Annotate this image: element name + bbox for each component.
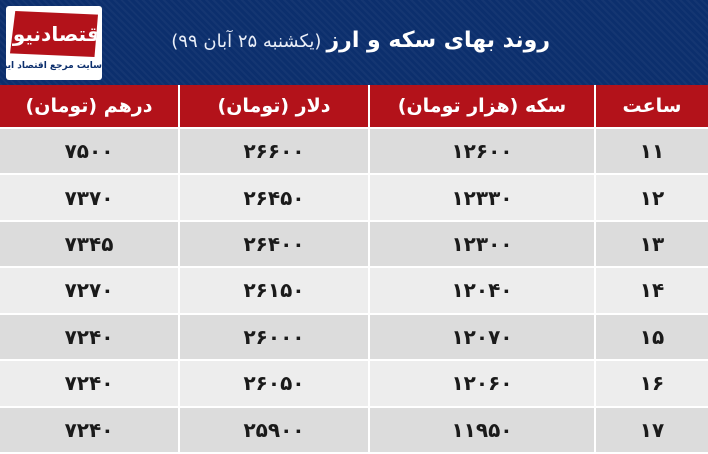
- header-dirham: درهم (تومان): [0, 85, 180, 129]
- cell-dirham: ۷۳۷۰: [0, 175, 180, 222]
- brand-logo: اقتصادنیوز سایت مرجع اقتصاد ایران: [0, 6, 102, 80]
- cell-hour: ۱۶: [596, 361, 708, 408]
- logo-wordmark: اقتصادنیوز: [10, 11, 98, 57]
- cell-hour: ۱۷: [596, 407, 708, 454]
- cell-hour: ۱۳: [596, 221, 708, 269]
- cell-coin: ۱۲۰۴۰: [370, 268, 596, 315]
- cell-dirham: ۷۵۰۰: [0, 129, 180, 176]
- page-title: روند بهای سکه و ارز (یکشنبه ۲۵ آبان ۹۹): [130, 28, 550, 53]
- cell-dirham: ۷۲۷۰: [0, 268, 180, 315]
- title-date: (یکشنبه ۲۵ آبان ۹۹): [171, 31, 322, 52]
- title-main: روند بهای سکه و ارز: [326, 28, 550, 53]
- cell-dirham: ۷۲۴۰: [0, 361, 180, 408]
- cell-hour: ۱۴: [596, 268, 708, 315]
- cell-hour: ۱۵: [596, 314, 708, 362]
- cell-coin: ۱۲۳۰۰: [370, 221, 596, 269]
- header-dollar: دلار (تومان): [180, 85, 370, 129]
- cell-dollar: ۲۶۰۰۰: [180, 314, 370, 362]
- cell-coin: ۱۲۰۷۰: [370, 314, 596, 362]
- header-hour: ساعت: [596, 85, 708, 129]
- cell-dollar: ۲۶۴۰۰: [180, 221, 370, 269]
- cell-dirham: ۷۳۴۵: [0, 221, 180, 269]
- cell-dollar: ۲۶۰۵۰: [180, 361, 370, 408]
- logo-tagline: سایت مرجع اقتصاد ایران: [0, 61, 102, 71]
- cell-coin: ۱۲۰۶۰: [370, 361, 596, 408]
- cell-hour: ۱۲: [596, 175, 708, 222]
- cell-coin: ۱۱۹۵۰: [370, 407, 596, 454]
- title-bar: روند بهای سکه و ارز (یکشنبه ۲۵ آبان ۹۹) …: [0, 0, 708, 85]
- cell-hour: ۱۱: [596, 129, 708, 176]
- cell-dirham: ۷۲۴۰: [0, 314, 180, 362]
- cell-coin: ۱۲۳۳۰: [370, 175, 596, 222]
- cell-dirham: ۷۲۴۰: [0, 407, 180, 454]
- cell-coin: ۱۲۶۰۰: [370, 129, 596, 176]
- cell-dollar: ۲۶۴۵۰: [180, 175, 370, 222]
- cell-dollar: ۲۶۱۵۰: [180, 268, 370, 315]
- cell-dollar: ۲۵۹۰۰: [180, 407, 370, 454]
- header-coin: سکه (هزار تومان): [370, 85, 596, 129]
- cell-dollar: ۲۶۶۰۰: [180, 129, 370, 176]
- price-table: درهم (تومان) دلار (تومان) سکه (هزار توما…: [0, 85, 708, 454]
